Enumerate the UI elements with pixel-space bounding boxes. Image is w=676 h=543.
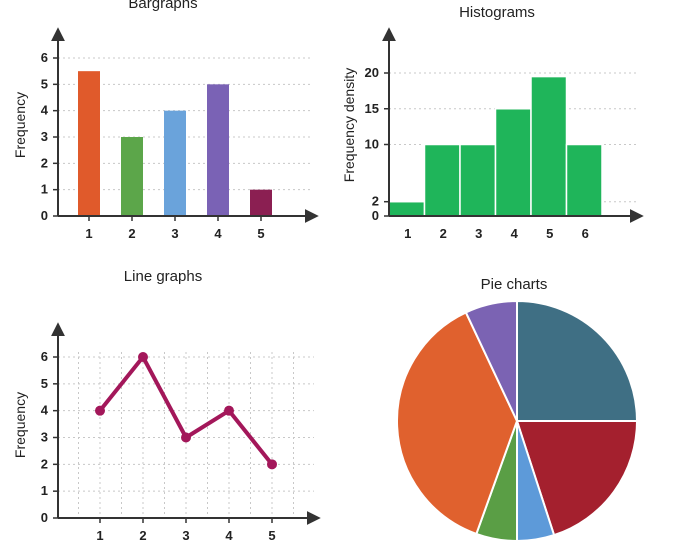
- bar-ytick-label: 1: [41, 182, 48, 197]
- bar-ytick-label: 0: [41, 208, 48, 223]
- hist-bar-5: [530, 75, 568, 217]
- hist-ytick-label: 15: [365, 101, 379, 116]
- line-point-4: [224, 405, 234, 416]
- hist-bar-6: [565, 143, 603, 217]
- bar-xtick-label: 5: [257, 226, 264, 241]
- bar-chart: Bargraphs Frequency 0 1 2 3 4 5 6 1 2 3 4 5: [12, 0, 319, 241]
- bar-ytick-label: 4: [41, 103, 49, 118]
- bar-xtick-label: 4: [214, 226, 222, 241]
- hist-xtick-label: 5: [546, 226, 553, 241]
- line-ytick-label: 4: [41, 403, 49, 418]
- bar-xtick-label: 3: [171, 226, 178, 241]
- line-chart-ylabel: Frequency: [12, 392, 28, 458]
- line-xtick-label: 4: [225, 528, 233, 543]
- bar-ytick-label: 3: [41, 129, 48, 144]
- hist-xtick-label: 1: [404, 226, 411, 241]
- hist-ytick-label: 0: [372, 208, 379, 223]
- bar-1: [78, 71, 100, 217]
- histogram-ylabel: Frequency density: [341, 68, 357, 182]
- line-xtick-label: 1: [96, 528, 103, 543]
- line-chart-title: Line graphs: [124, 268, 202, 285]
- hist-bar-1: [388, 200, 426, 217]
- hist-xtick-label: 4: [511, 226, 519, 241]
- bar-4: [207, 84, 229, 216]
- hist-bar-3: [459, 143, 497, 217]
- line-xtick-label: 2: [139, 528, 146, 543]
- line-xtick-label: 5: [268, 528, 275, 543]
- bar-5: [250, 189, 272, 216]
- bar-chart-title: Bargraphs: [128, 0, 197, 12]
- line-point-5: [267, 459, 277, 470]
- pie-slice-1: [516, 299, 639, 422]
- line-chart: Line graphs Frequency 0 1 2 3 4 5 6 1 2 3 4 5: [12, 268, 321, 543]
- hist-ytick-label: 2: [372, 194, 379, 209]
- line-ytick-label: 2: [41, 456, 48, 471]
- hist-xtick-label: 2: [440, 226, 447, 241]
- line-point-1: [95, 405, 105, 416]
- hist-bar-4: [494, 108, 532, 217]
- hist-ytick-label: 10: [365, 137, 379, 152]
- hist-bar-2: [423, 143, 461, 217]
- line-ytick-label: 0: [41, 510, 48, 525]
- bar-xtick-label: 2: [128, 226, 135, 241]
- pie-chart-title: Pie charts: [481, 276, 548, 293]
- hist-ytick-label: 20: [365, 65, 379, 80]
- hist-xtick-label: 6: [582, 226, 589, 241]
- hist-xtick-label: 3: [475, 226, 482, 241]
- pie-slice-2: [515, 420, 639, 537]
- pie-chart: Pie charts: [396, 276, 639, 543]
- line-point-3: [181, 432, 191, 443]
- histogram-title: Histograms: [459, 4, 535, 21]
- line-ytick-label: 6: [41, 349, 48, 364]
- line-point-2: [138, 352, 148, 362]
- line-ytick-label: 1: [41, 483, 48, 498]
- bar-ytick-label: 6: [41, 50, 48, 65]
- bar-2: [121, 137, 143, 216]
- bar-3: [164, 110, 186, 216]
- bar-ytick-label: 5: [41, 76, 48, 91]
- bar-ytick-label: 2: [41, 155, 48, 170]
- line-ytick-label: 5: [41, 376, 48, 391]
- pie-slice-6: [464, 299, 518, 422]
- bar-xtick-label: 1: [85, 226, 92, 241]
- pie-slice-5: [396, 311, 519, 536]
- line-ytick-label: 3: [41, 430, 48, 445]
- line-xtick-label: 3: [182, 528, 189, 543]
- bar-chart-ylabel: Frequency: [12, 92, 28, 158]
